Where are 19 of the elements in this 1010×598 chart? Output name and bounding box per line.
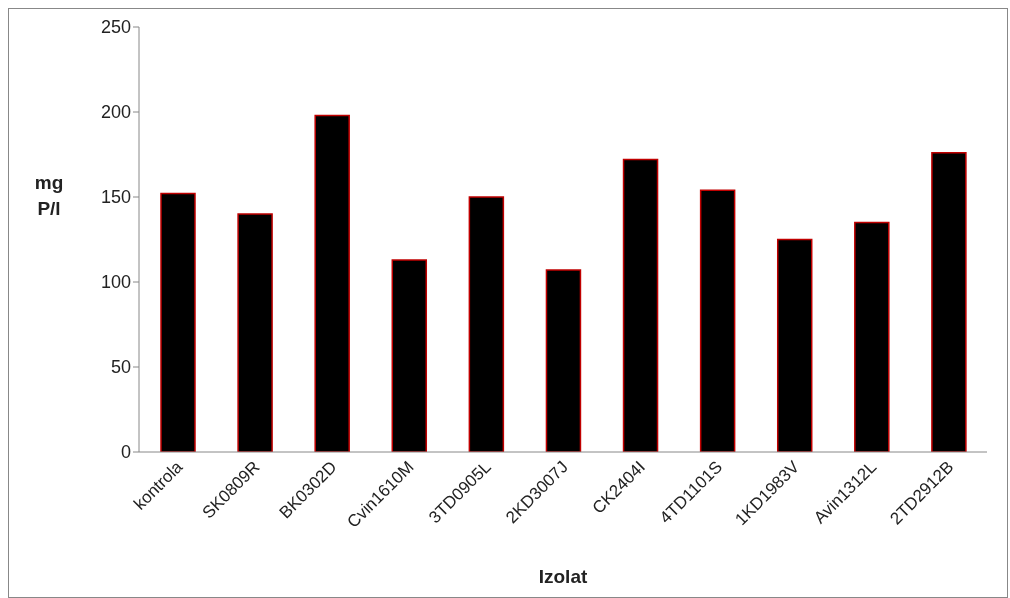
bar xyxy=(854,221,890,452)
bar xyxy=(391,259,428,452)
bar xyxy=(699,189,736,452)
bar xyxy=(314,114,350,452)
bar xyxy=(545,269,582,452)
bar xyxy=(776,238,813,452)
y-axis-title: mg P/l xyxy=(34,172,64,219)
y-tick-label: 150 xyxy=(100,187,131,208)
bar xyxy=(931,152,967,452)
y-tick-label: 0 xyxy=(120,442,131,463)
y-tick-label: 200 xyxy=(100,102,131,123)
bar xyxy=(237,213,273,452)
y-tick-label: 250 xyxy=(100,17,131,38)
bar xyxy=(468,196,505,452)
bar xyxy=(160,192,196,452)
bar xyxy=(622,158,659,452)
y-tick-label: 100 xyxy=(100,272,131,293)
x-axis-title: Izolat xyxy=(538,566,588,587)
y-tick-label: 50 xyxy=(110,357,131,378)
